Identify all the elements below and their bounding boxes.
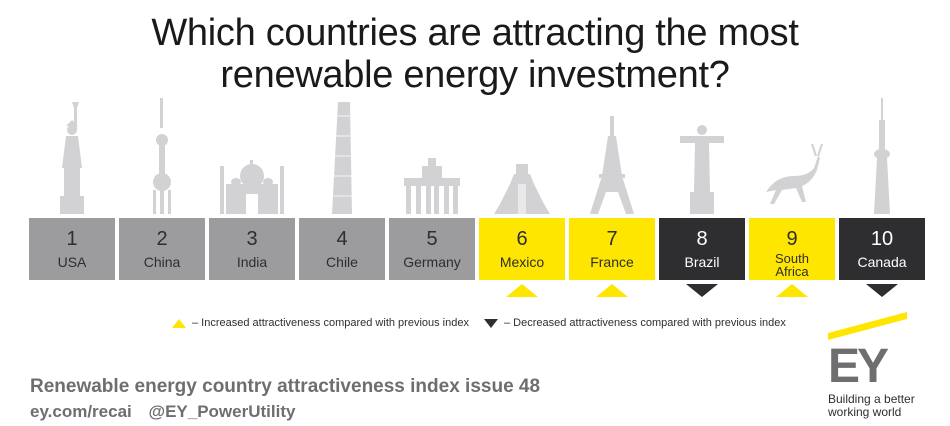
country-name: Canada bbox=[857, 254, 907, 270]
page-title: Which countries are attracting the most … bbox=[0, 12, 950, 96]
title-line-1: Which countries are attracting the most bbox=[151, 12, 799, 54]
legend-increased-label: – Increased attractiveness compared with… bbox=[192, 317, 469, 329]
rank-number: 1 bbox=[66, 228, 78, 250]
rank-number: 8 bbox=[696, 228, 708, 250]
rank-box-usa: 1 USA bbox=[29, 218, 115, 280]
rank-number: 4 bbox=[336, 228, 348, 250]
country-name: USA bbox=[57, 254, 87, 270]
rank-box-south-africa: 9 South Africa bbox=[749, 218, 835, 280]
twitter-handle[interactable]: @EY_PowerUtility bbox=[148, 402, 296, 421]
index-issue-label: Renewable energy country attractiveness … bbox=[30, 376, 541, 397]
footer-links: ey.com/recai @EY_PowerUtility bbox=[30, 402, 295, 422]
rank-box-canada: 10 Canada bbox=[839, 218, 925, 280]
oriental-pearl-tower-icon bbox=[122, 96, 202, 214]
springbok-icon bbox=[752, 96, 832, 214]
rank-box-mexico: 6 Mexico bbox=[479, 218, 565, 280]
taj-mahal-icon bbox=[212, 96, 292, 214]
up-triangle-icon bbox=[172, 318, 186, 328]
christ-the-redeemer-icon bbox=[662, 96, 742, 214]
rank-box-chile: 4 Chile bbox=[299, 218, 385, 280]
rank-number: 10 bbox=[870, 228, 894, 250]
rank-box-china: 2 China bbox=[119, 218, 205, 280]
country-name: China bbox=[143, 254, 181, 270]
rank-number: 5 bbox=[426, 228, 438, 250]
recai-link[interactable]: ey.com/recai bbox=[30, 402, 132, 421]
legend-increased: – Increased attractiveness compared with… bbox=[172, 317, 469, 329]
rank-box-brazil: 8 Brazil bbox=[659, 218, 745, 280]
country-name: Chile bbox=[326, 254, 358, 270]
country-name: Germany bbox=[403, 254, 461, 270]
statue-of-liberty-icon bbox=[32, 96, 112, 214]
rank-number: 3 bbox=[246, 228, 258, 250]
country-name: Mexico bbox=[499, 254, 545, 270]
ey-beam-icon bbox=[828, 312, 907, 340]
chichen-itza-icon bbox=[482, 96, 562, 214]
country-name: France bbox=[590, 254, 634, 270]
rank-number: 7 bbox=[606, 228, 618, 250]
down-triangle-icon bbox=[686, 284, 718, 297]
ey-logo: EY Building a better working world bbox=[828, 302, 928, 422]
up-triangle-icon bbox=[596, 284, 628, 297]
up-triangle-icon bbox=[776, 284, 808, 297]
country-name: South Africa bbox=[775, 251, 809, 279]
eiffel-tower-icon bbox=[572, 96, 652, 214]
title-line-2: renewable energy investment? bbox=[220, 54, 730, 96]
ranking-row: 1 USA 2 China 3 India 4 Chile 5 Germany 6 Mexico 7 Fr… bbox=[29, 218, 929, 280]
country-name: India bbox=[236, 254, 268, 270]
down-triangle-icon bbox=[866, 284, 898, 297]
landmark-row bbox=[0, 96, 950, 214]
ey-tagline: Building a better working world bbox=[828, 393, 915, 419]
rank-box-france: 7 France bbox=[569, 218, 655, 280]
ey-logo-text: EY bbox=[828, 340, 889, 393]
ey-tagline-line-2: working world bbox=[828, 405, 902, 419]
legend-decreased-label: – Decreased attractiveness compared with… bbox=[504, 317, 786, 329]
ey-tagline-line-1: Building a better bbox=[828, 392, 915, 406]
brandenburg-gate-icon bbox=[392, 96, 472, 214]
rank-number: 9 bbox=[786, 228, 798, 250]
legend-decreased: – Decreased attractiveness compared with… bbox=[484, 317, 786, 329]
rank-box-india: 3 India bbox=[209, 218, 295, 280]
legend: – Increased attractiveness compared with… bbox=[172, 317, 812, 333]
up-triangle-icon bbox=[506, 284, 538, 297]
gran-torre-icon bbox=[302, 96, 382, 214]
rank-number: 2 bbox=[156, 228, 168, 250]
down-triangle-icon bbox=[484, 318, 498, 328]
cn-tower-icon bbox=[842, 96, 922, 214]
country-name: Brazil bbox=[684, 254, 720, 270]
rank-box-germany: 5 Germany bbox=[389, 218, 475, 280]
rank-number: 6 bbox=[516, 228, 528, 250]
